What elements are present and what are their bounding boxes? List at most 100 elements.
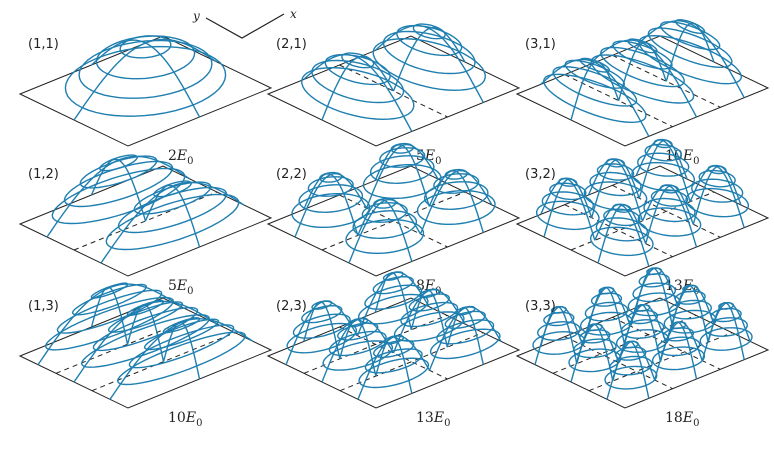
cross-section-y [594,203,650,267]
energy-coefficient: 5 [168,278,177,294]
wave-lobe [583,158,648,222]
nodal-line [339,64,448,118]
wave-lobe [685,164,749,228]
contour-ring [143,318,220,351]
contour-ring [116,331,247,386]
contour-ring [541,191,595,216]
contour-ring [433,173,480,194]
energy-coefficient: 5 [416,148,425,164]
contour-ring [600,46,685,88]
contour-ring [357,293,429,325]
energy-coefficient: 8 [416,278,425,294]
cross-section-y [587,286,626,345]
cross-section-y [303,301,341,359]
panel-1-1: (1,1) 2E0 [18,35,273,167]
energy-subscript: 0 [435,156,441,167]
energy-label: 2E0 [168,148,194,167]
cross-section-y [357,199,413,262]
contour-ring [133,181,212,215]
wave-lobe [631,138,695,202]
contour-ring [647,27,733,69]
cross-section-y [689,165,745,228]
contour-ring [364,348,423,374]
wave-lobe [428,305,502,371]
cross-section-y [374,272,412,330]
energy-subscript: 0 [693,156,699,167]
contour-ring [408,293,450,312]
mode-label: (2,1) [276,37,307,52]
contour-ring [328,330,387,357]
contour-ring [128,324,235,369]
cross-section-y [707,302,745,360]
wave-lobe [588,38,698,118]
panel-2-2: (2,2) 8E 0 [266,142,521,297]
energy-subscript: 0 [444,418,450,429]
contour-ring [301,304,343,324]
contour-ring [382,30,476,75]
cross-section-y [303,173,359,236]
contour-ring [393,311,465,342]
mode-label: (2,2) [276,167,307,182]
wave-lobe [285,300,359,365]
panel-2-3: (2,3)13E0 [266,271,521,429]
plate-outline [18,35,273,147]
energy-subscript: 0 [693,418,699,429]
contour-ring [436,319,495,345]
energy-subscript: 0 [196,418,202,429]
y-axis-label: y [192,9,200,23]
cross-section-y [303,53,413,132]
panel-3-1: (3,1)10E0 [515,19,770,167]
mode-label: (1,3) [28,299,59,314]
contour-ring [549,182,587,201]
mode-label: (2,3) [276,299,307,314]
contour-ring [79,155,158,189]
contour-ring [379,147,426,168]
energy-unit: E [176,278,187,294]
wave-lobe [301,52,415,132]
contour-ring [372,275,414,295]
contour-ring [416,189,496,226]
contour-ring [307,176,354,197]
axis-indicator: y x [192,7,297,39]
wave-lobe [64,35,227,121]
cross-section-y [162,321,201,380]
plate-outline [18,297,273,409]
energy-unit: E [424,278,435,294]
cross-section-y [635,267,673,326]
contour-ring [291,192,371,229]
mode-label: (3,3) [525,299,556,314]
contour-ring [44,296,175,351]
cross-section-y [339,318,377,377]
contour-ring [107,301,184,333]
contour-ring [352,210,418,240]
cross-section-y [587,158,644,222]
cross-section-y [126,304,165,362]
wave-lobe [536,177,600,241]
wave-lobe [416,168,496,235]
contour-ring [423,181,489,211]
wave-lobe [345,197,425,264]
cross-section-y [540,306,578,364]
contour-ring [444,310,486,330]
mode-label: (3,1) [525,37,556,52]
contour-ring [56,289,163,334]
cross-section-y [641,184,698,248]
energy-unit: E [682,410,693,426]
cross-section-y [374,24,484,103]
panel-grid: (1,1)2E0(2,1)5E0(3,1)10E0(1,2)5E0(2,2)8E… [18,19,770,429]
panel-1-2: (1,2)5E0 [18,154,273,297]
contour-ring [286,322,358,354]
energy-coefficient: 2 [168,148,177,164]
energy-coefficient: 10 [168,410,186,426]
contour-ring [637,152,690,177]
cross-section-y [588,39,698,118]
contour-ring [364,284,423,310]
wave-lobe [37,282,182,366]
contour-ring [337,322,379,341]
panel-2-1: (2,1) 5E0 [266,23,521,167]
axis-lines [205,13,285,39]
cross-section-y [90,158,147,222]
contour-ring [429,328,501,360]
energy-coefficient: 18 [665,410,683,426]
wave-lobe [73,299,218,383]
